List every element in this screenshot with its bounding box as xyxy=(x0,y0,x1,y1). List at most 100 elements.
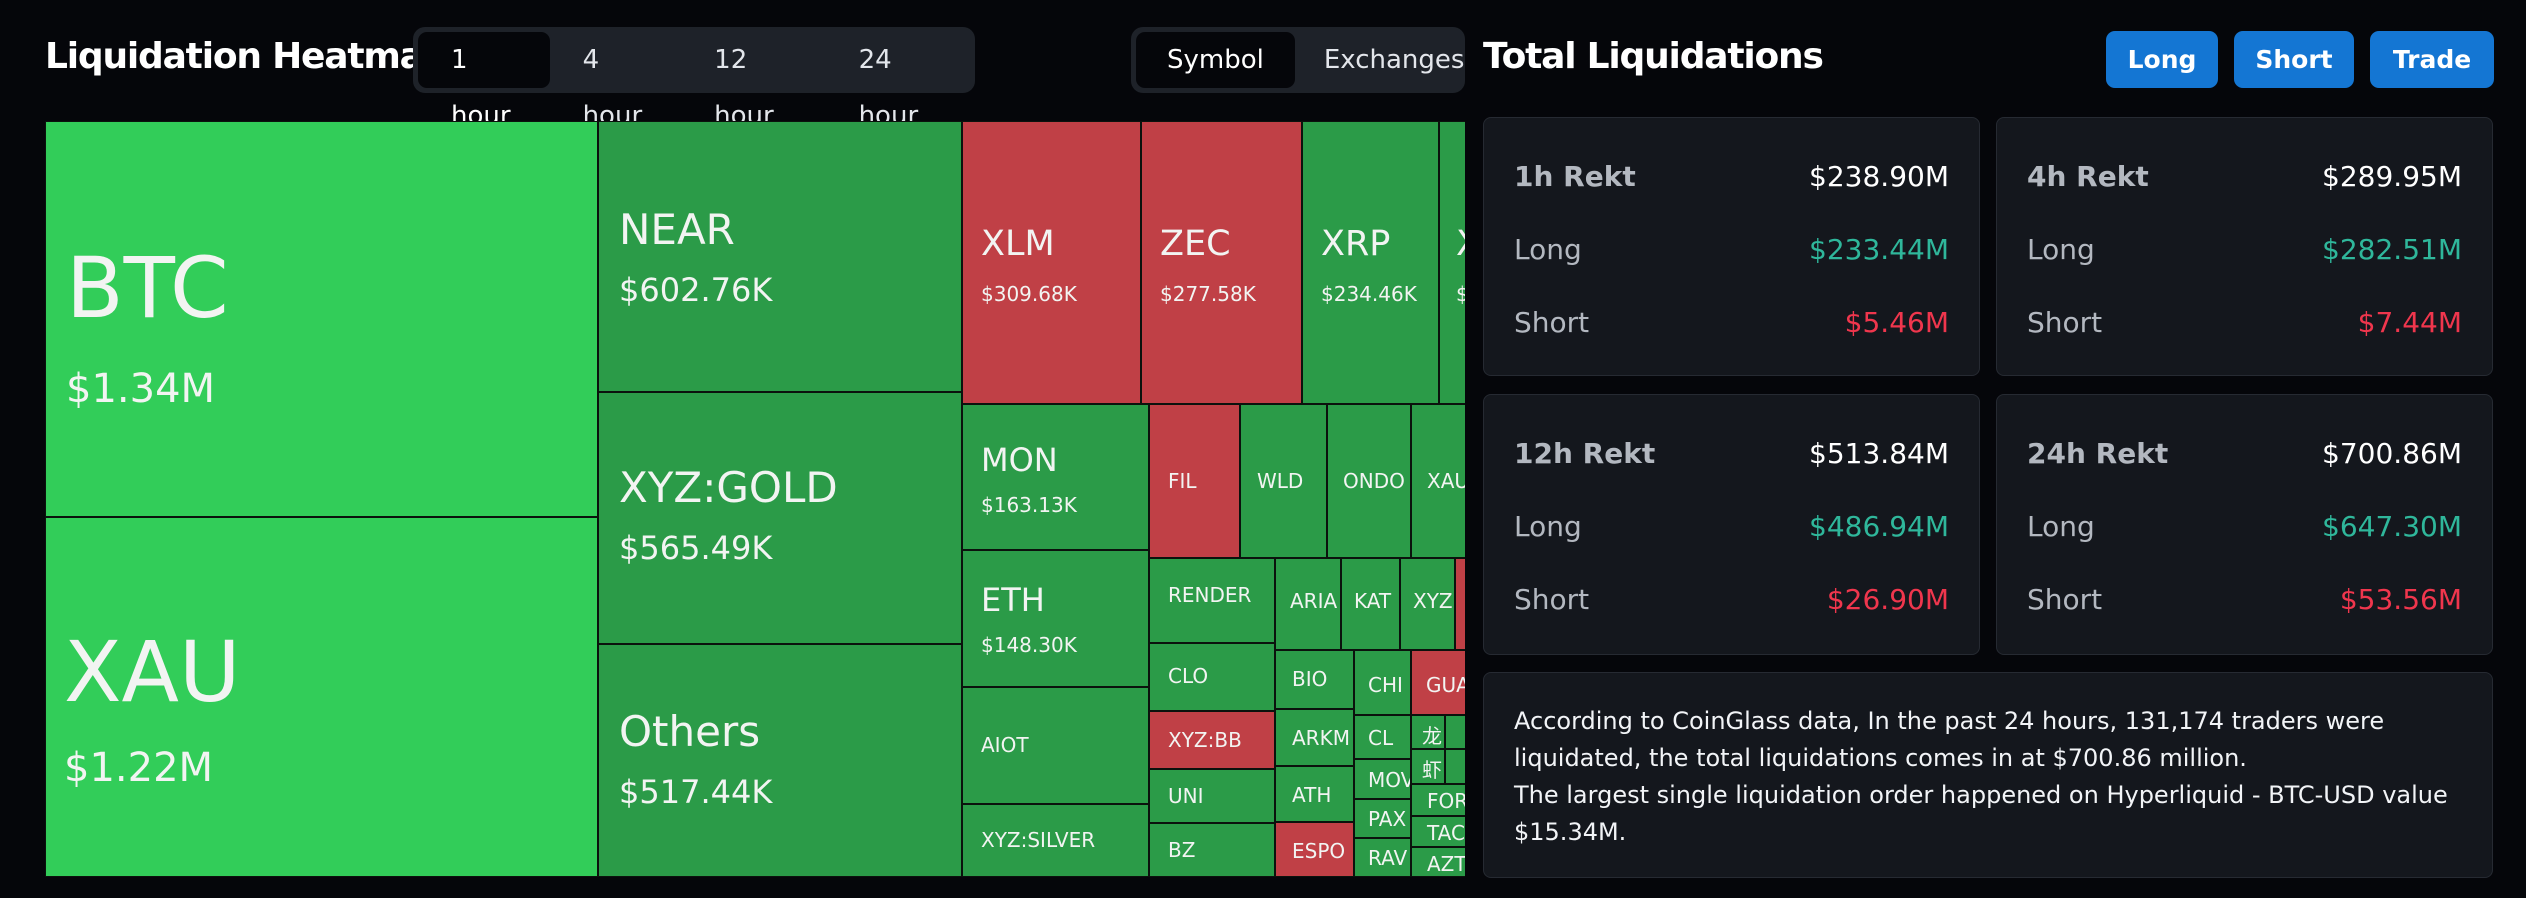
cell-bio[interactable]: BIO xyxy=(1275,650,1354,709)
cell-symbol: PAX xyxy=(1368,807,1407,831)
cell-xau[interactable]: XAU $1.22M xyxy=(45,517,598,877)
cell-pax[interactable]: PAX xyxy=(1354,799,1411,838)
long-value: $486.94M xyxy=(1809,510,1949,543)
liquidation-summary: According to CoinGlass data, In the past… xyxy=(1483,672,2493,878)
cell-arkm[interactable]: ARKM xyxy=(1275,709,1354,766)
short-value: $26.90M xyxy=(1826,583,1949,616)
cell-others[interactable]: Others $517.44K xyxy=(598,644,962,877)
cell-ath[interactable]: ATH xyxy=(1275,766,1354,822)
cell-symbol: XYZ:GOLD xyxy=(619,463,838,512)
cell-small-b[interactable] xyxy=(1445,749,1465,784)
card-long-row: Long $647.30M xyxy=(2027,510,2462,550)
cell-bz[interactable]: BZ xyxy=(1149,823,1275,877)
cell-value: $602.76K xyxy=(619,271,773,309)
tab-1-hour[interactable]: 1 hour xyxy=(418,32,550,131)
cell-symbol: XAU xyxy=(64,623,241,721)
summary-text-2: The largest single liquidation order hap… xyxy=(1514,781,2448,846)
short-label: Short xyxy=(2027,306,2103,339)
cell-espo[interactable]: ESPO xyxy=(1275,822,1354,877)
cell-xia-cn[interactable]: 虾 xyxy=(1411,749,1445,784)
cell-symbol: ARKM xyxy=(1292,726,1350,750)
cell-mon[interactable]: MON $163.13K xyxy=(962,404,1149,550)
cell-xyz[interactable]: XYZ xyxy=(1400,558,1455,650)
cell-symbol: TAC xyxy=(1427,821,1465,845)
card-label: 24h Rekt xyxy=(2027,437,2169,470)
long-value: $233.44M xyxy=(1809,233,1949,266)
cell-symbol: ZEC xyxy=(1160,224,1231,264)
long-label: Long xyxy=(1514,510,1582,543)
cell-kat[interactable]: KAT xyxy=(1341,558,1400,650)
cell-for[interactable]: FOR xyxy=(1411,784,1465,816)
cell-xrp[interactable]: XRP $234.46K xyxy=(1302,121,1439,404)
rekt-card-1h: 1h Rekt $238.90M Long $233.44M Short $5.… xyxy=(1483,117,1980,376)
tab-4-hour[interactable]: 4 hour xyxy=(582,45,643,131)
cell-azt[interactable]: AZT xyxy=(1411,847,1465,877)
cell-rav[interactable]: RAV xyxy=(1354,838,1411,877)
cell-symbol: X xyxy=(1456,224,1465,264)
cell-symbol: AZT xyxy=(1427,852,1465,876)
cell-wld[interactable]: WLD xyxy=(1240,404,1327,558)
cell-value: $1.22M xyxy=(64,745,214,791)
cell-value: $ xyxy=(1456,282,1465,306)
cell-gua[interactable]: GUA xyxy=(1411,650,1465,715)
cell-value: $148.30K xyxy=(981,633,1077,657)
cell-symbol: BZ xyxy=(1168,838,1196,862)
cell-xyz-gold[interactable]: XYZ:GOLD $565.49K xyxy=(598,392,962,644)
cell-clo[interactable]: CLO xyxy=(1149,643,1275,711)
cell-unnamed-red[interactable] xyxy=(1455,558,1465,650)
cell-btc[interactable]: BTC $1.34M xyxy=(45,121,598,517)
short-value: $7.44M xyxy=(2357,306,2462,339)
tab-24-hour[interactable]: 24 hour xyxy=(858,45,919,131)
cell-symbol: XLM xyxy=(981,224,1055,264)
short-value: $5.46M xyxy=(1844,306,1949,339)
cell-aria[interactable]: ARIA xyxy=(1275,558,1341,650)
cell-render[interactable]: RENDER xyxy=(1149,558,1275,643)
cell-tac[interactable]: TAC xyxy=(1411,816,1465,847)
long-button[interactable]: Long xyxy=(2106,31,2218,88)
cell-symbol: ESPO xyxy=(1292,839,1346,863)
cell-value: $1.34M xyxy=(66,366,216,412)
cell-xau-small[interactable]: XAU xyxy=(1411,404,1465,558)
card-label: 1h Rekt xyxy=(1514,160,1636,193)
card-label: 12h Rekt xyxy=(1514,437,1656,470)
trade-button[interactable]: Trade xyxy=(2370,31,2494,88)
cell-cl[interactable]: CL xyxy=(1354,715,1411,759)
cell-zec[interactable]: ZEC $277.58K xyxy=(1141,121,1302,404)
cell-near[interactable]: NEAR $602.76K xyxy=(598,121,962,392)
time-range-tabs: 1 hour 4 hour 12 hour 24 hour xyxy=(413,27,975,131)
total-liquidations-title: Total Liquidations xyxy=(1483,36,1824,77)
cell-x-partial[interactable]: X $ xyxy=(1439,121,1465,404)
cell-xyz-bb[interactable]: XYZ:BB xyxy=(1149,711,1275,769)
cell-mov[interactable]: MOV xyxy=(1354,759,1411,799)
cell-symbol: RENDER xyxy=(1168,583,1252,607)
cell-xlm[interactable]: XLM $309.68K xyxy=(962,121,1141,404)
cell-uni[interactable]: UNI xyxy=(1149,769,1275,823)
card-long-row: Long $282.51M xyxy=(2027,233,2462,273)
cell-long-cn[interactable]: 龙 xyxy=(1411,715,1445,749)
long-value: $647.30M xyxy=(2322,510,2462,543)
card-short-row: Short $26.90M xyxy=(1514,583,1949,623)
cell-symbol: ARIA xyxy=(1290,589,1338,613)
cell-symbol: Others xyxy=(619,707,761,756)
cell-chi[interactable]: CHI xyxy=(1354,650,1411,715)
rekt-card-24h: 24h Rekt $700.86M Long $647.30M Short $5… xyxy=(1996,394,2493,655)
short-button[interactable]: Short xyxy=(2234,31,2354,88)
cell-small-a[interactable] xyxy=(1445,715,1465,749)
tab-12-hour[interactable]: 12 hour xyxy=(714,45,774,131)
cell-symbol: GUA xyxy=(1426,673,1465,697)
tab-symbol[interactable]: Symbol xyxy=(1136,32,1295,88)
cell-ondo[interactable]: ONDO xyxy=(1327,404,1411,558)
cell-aiot[interactable]: AIOT xyxy=(962,687,1149,804)
card-short-row: Short $5.46M xyxy=(1514,306,1949,346)
cell-symbol: ONDO xyxy=(1343,469,1405,493)
cell-symbol: NEAR xyxy=(619,205,735,254)
card-header-row: 24h Rekt $700.86M xyxy=(2027,437,2462,477)
card-short-row: Short $53.56M xyxy=(2027,583,2462,623)
tab-exchanges[interactable]: Exchanges xyxy=(1323,45,1465,75)
cell-fil[interactable]: FIL xyxy=(1149,404,1240,558)
cell-eth[interactable]: ETH $148.30K xyxy=(962,550,1149,687)
cell-xyz-silver[interactable]: XYZ:SILVER xyxy=(962,804,1149,877)
long-label: Long xyxy=(1514,233,1582,266)
cell-symbol: KAT xyxy=(1354,589,1392,613)
cell-symbol: CL xyxy=(1368,726,1394,750)
